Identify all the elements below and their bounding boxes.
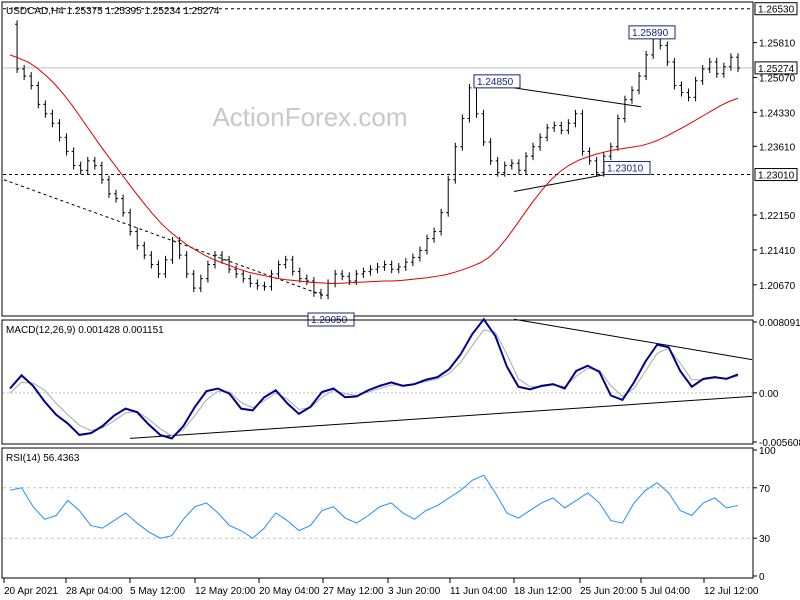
rsi-panel-frame <box>1 447 754 579</box>
price-level-box <box>754 61 798 75</box>
time-tick-label: 12 Jul 12:00 <box>704 586 759 597</box>
price-annotation-label: 1.24850 <box>477 77 514 88</box>
macd-line <box>9 317 739 440</box>
macd-panel: MACD(12,26,9) 0.001428 0.001151 0.008091… <box>1 317 800 449</box>
price-level-label: 1.26530 <box>758 5 795 16</box>
price-panel: ActionForex.com USDCAD,H4 1.25375 1.2539… <box>1 1 798 327</box>
price-annotation-label: 1.25890 <box>632 28 669 39</box>
rsi-panel: RSI(14) 56.4363 100 70 30 0 <box>1 446 776 583</box>
price-trendline <box>513 87 642 108</box>
price-level-label: 1.25274 <box>758 64 795 75</box>
macd-tick-label: 0.008091 <box>759 318 800 329</box>
price-level-box <box>754 2 798 16</box>
macd-signal-line <box>9 329 739 437</box>
time-tick-label: 3 Jun 20:00 <box>388 586 441 597</box>
time-tick-label: 25 Jun 20:00 <box>580 586 638 597</box>
macd-panel-frame <box>1 319 754 445</box>
price-trendline <box>3 179 324 296</box>
price-tick-label: 1.22150 <box>759 211 796 222</box>
time-tick-label: 12 May 20:00 <box>195 586 256 597</box>
price-tick-label: 1.20670 <box>759 281 796 292</box>
price-tick-label: 1.25810 <box>759 39 796 50</box>
macd-trendline <box>129 395 753 439</box>
price-panel-frame <box>1 1 754 317</box>
watermark: ActionForex.com <box>212 102 407 132</box>
price-annotation-label: 1.23010 <box>607 164 644 175</box>
price-annotation-box <box>628 25 676 40</box>
time-tick-label: 20 May 04:00 <box>259 586 320 597</box>
price-tick-label: 1.23610 <box>759 142 796 153</box>
rsi-tick-label: 30 <box>759 534 771 545</box>
price-level-label: 1.23010 <box>758 171 795 182</box>
time-tick-label: 20 Apr 2021 <box>4 586 58 597</box>
rsi-tick-label: 100 <box>759 446 776 457</box>
price-tick-label: 1.24330 <box>759 108 796 119</box>
time-tick-label: 11 Jun 04:00 <box>450 586 508 597</box>
price-level-box <box>754 168 798 182</box>
time-tick-label: 5 Jul 04:00 <box>641 586 690 597</box>
price-annotation-box <box>603 161 651 176</box>
rsi-tick-label: 0 <box>759 572 765 583</box>
price-tick-label: 1.21410 <box>759 246 796 257</box>
macd-panel-title: MACD(12,26,9) 0.001428 0.001151 <box>6 325 164 336</box>
time-axis: 20 Apr 2021 28 Apr 04:00 5 May 12:00 12 May… <box>3 578 759 597</box>
rsi-panel-title: RSI(14) 56.4363 <box>6 453 80 464</box>
time-tick-label: 18 Jun 12:00 <box>514 586 572 597</box>
price-annotation-box <box>473 74 521 89</box>
rsi-line <box>9 474 739 539</box>
moving-average-line <box>9 54 739 284</box>
time-tick-label: 28 Apr 04:00 <box>66 586 123 597</box>
time-tick-label: 5 May 12:00 <box>130 586 185 597</box>
macd-tick-label: -0.005608 <box>759 438 800 449</box>
price-panel-title: USDCAD,H4 1.25375 1.25395 1.25234 1.2527… <box>6 6 220 17</box>
macd-tick-label: 0.00 <box>759 389 779 400</box>
rsi-tick-label: 70 <box>759 484 771 495</box>
price-tick-label: 1.25070 <box>759 73 796 84</box>
macd-trendline <box>513 318 753 361</box>
time-tick-label: 27 May 12:00 <box>323 586 384 597</box>
